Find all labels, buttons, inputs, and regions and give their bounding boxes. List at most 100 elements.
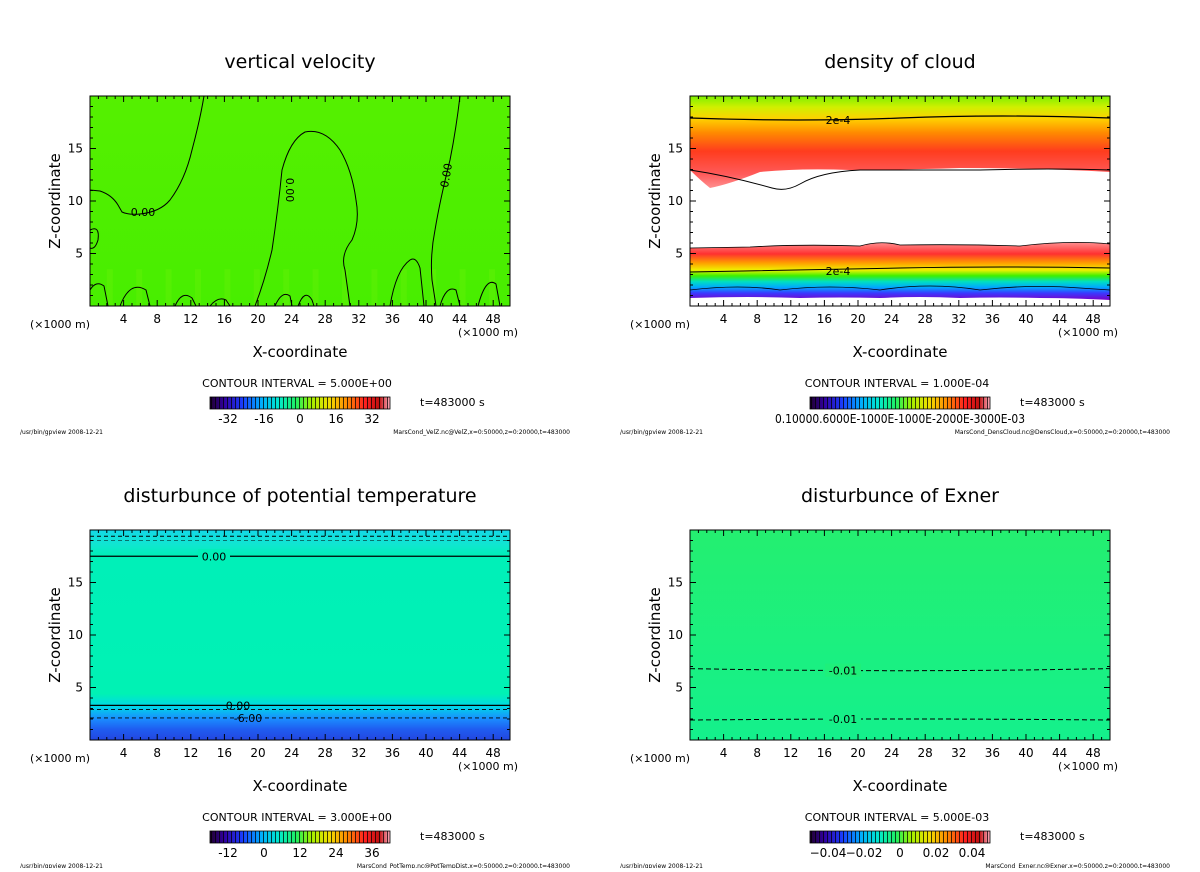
contour-line bbox=[689, 285, 1111, 291]
x-tick-label: 8 bbox=[153, 746, 161, 760]
x-tick-label: 8 bbox=[753, 312, 761, 326]
colorbar-tick-label: −0.02 bbox=[846, 846, 883, 860]
label-mask bbox=[825, 712, 861, 725]
x-tick-label: 36 bbox=[985, 746, 1000, 760]
contour-interval-text: CONTOUR INTERVAL = 5.000E-03 bbox=[805, 811, 989, 824]
y-tick-label: 10 bbox=[68, 628, 83, 642]
contour-line bbox=[430, 95, 461, 307]
cloud-upper bbox=[690, 96, 1110, 188]
colorbar-tick-label: -12 bbox=[218, 846, 238, 860]
x-tick-label: 8 bbox=[153, 312, 161, 326]
time-label: t=483000 s bbox=[420, 830, 485, 843]
x-tick-label: 44 bbox=[1052, 312, 1067, 326]
velocity-streak bbox=[253, 269, 260, 306]
x-tick-label: 20 bbox=[850, 746, 865, 760]
z-unit-label: (×1000 m) bbox=[458, 760, 518, 773]
contour-label: 0.00 bbox=[131, 206, 156, 219]
contour-label: -0.01 bbox=[829, 665, 857, 678]
x-unit-label: (×1000 m) bbox=[30, 318, 90, 331]
chart-title: disturbunce of Exner bbox=[801, 485, 999, 507]
x-tick-label: 28 bbox=[918, 746, 933, 760]
x-tick-label: 36 bbox=[985, 312, 1000, 326]
panel-3: disturbunce of potential temperature 0.00… bbox=[20, 485, 570, 870]
velocity-streak bbox=[312, 269, 319, 306]
x-unit-label: (×1000 m) bbox=[630, 752, 690, 765]
velocity-streak bbox=[224, 269, 231, 306]
x-axis-label: X-coordinate bbox=[253, 343, 348, 361]
x-axis-label: X-coordinate bbox=[853, 343, 948, 361]
contour-line bbox=[439, 288, 461, 307]
contour-line bbox=[297, 294, 315, 307]
contour-line bbox=[89, 283, 109, 307]
y-tick-label: 10 bbox=[668, 194, 683, 208]
footer-right: MarsCond_DensCloud.nc@DensCloud,x=0:5000… bbox=[955, 429, 1170, 436]
contour-label: -6.00 bbox=[234, 712, 262, 725]
velocity-streak bbox=[459, 269, 466, 306]
y-axis-label: Z-coordinate bbox=[646, 587, 664, 682]
y-tick-label: 15 bbox=[68, 576, 83, 590]
cloud-lower-edge bbox=[689, 242, 1111, 249]
panel-4: disturbunce of Exner-0.01-0.014 8 12 16 20 24… bbox=[620, 485, 1170, 870]
colorbar-tick-label: 0 bbox=[296, 412, 304, 426]
y-tick-label: 10 bbox=[68, 194, 83, 208]
contour-label: 0.00 bbox=[226, 699, 251, 712]
x-tick-label: 28 bbox=[318, 312, 333, 326]
footer-right: MarsCond_PotTemp.nc@PotTempDist,x=0:5000… bbox=[357, 863, 570, 868]
contour-line bbox=[389, 258, 425, 307]
x-tick-label: 44 bbox=[1052, 746, 1067, 760]
contour-label: 2e-4 bbox=[826, 114, 851, 127]
colorbar-tick-label: 0 bbox=[260, 846, 268, 860]
y-axis-label: Z-coordinate bbox=[46, 587, 64, 682]
colorbar-tick-label: 36 bbox=[364, 846, 379, 860]
footer-left: /usr/bin/gpview 2008-12-21 bbox=[620, 863, 703, 868]
x-tick-label: 4 bbox=[720, 312, 728, 326]
footer-right: MarsCond_Exner.nc@Exner,x=0:50000,z=0:20… bbox=[985, 863, 1170, 868]
velocity-streak bbox=[342, 269, 348, 306]
velocity-streak bbox=[283, 269, 290, 306]
velocity-streak bbox=[165, 269, 172, 306]
z-unit-label: (×1000 m) bbox=[1058, 326, 1118, 339]
label-mask bbox=[198, 549, 230, 562]
x-tick-label: 28 bbox=[318, 746, 333, 760]
contour-line bbox=[274, 293, 293, 307]
colorbar-stripes bbox=[210, 831, 390, 843]
x-tick-label: 20 bbox=[250, 746, 265, 760]
colorbar-tick-label: 16 bbox=[328, 412, 343, 426]
velocity-streak bbox=[106, 269, 113, 306]
x-tick-label: 36 bbox=[385, 312, 400, 326]
x-tick-label: 16 bbox=[217, 312, 232, 326]
footer-right: MarsCond_VelZ.nc@VelZ,x=0:50000,z=0:2000… bbox=[393, 429, 570, 436]
y-tick-label: 5 bbox=[75, 247, 83, 261]
x-tick-label: 20 bbox=[850, 312, 865, 326]
contour-label: 2e-4 bbox=[826, 265, 851, 278]
footer-left: /usr/bin/gpview 2008-12-21 bbox=[20, 863, 103, 868]
contour-interval-text: CONTOUR INTERVAL = 5.000E+00 bbox=[202, 377, 392, 390]
colorbar-frame bbox=[809, 830, 991, 844]
chart-title: vertical velocity bbox=[224, 51, 375, 73]
x-tick-label: 36 bbox=[385, 746, 400, 760]
y-tick-label: 10 bbox=[668, 628, 683, 642]
colorbar-tick-label: 0.02 bbox=[923, 846, 950, 860]
contour-line bbox=[254, 130, 358, 307]
x-tick-label: 48 bbox=[486, 746, 501, 760]
colorbar-frame bbox=[209, 830, 391, 844]
time-label: t=483000 s bbox=[420, 396, 485, 409]
y-tick-label: 5 bbox=[675, 247, 683, 261]
x-tick-label: 48 bbox=[1086, 312, 1101, 326]
x-tick-label: 40 bbox=[418, 746, 433, 760]
x-axis-label: X-coordinate bbox=[253, 777, 348, 795]
x-tick-label: 24 bbox=[884, 312, 899, 326]
contour-line bbox=[119, 286, 151, 307]
x-tick-label: 12 bbox=[183, 746, 198, 760]
contour-line bbox=[89, 228, 99, 249]
x-tick-label: 16 bbox=[217, 746, 232, 760]
colorbar-tick-label: 12 bbox=[292, 846, 307, 860]
y-axis-label: Z-coordinate bbox=[646, 153, 664, 248]
cloud-upper-edge bbox=[689, 168, 1111, 190]
x-tick-label: 48 bbox=[1086, 746, 1101, 760]
x-tick-label: 24 bbox=[284, 746, 299, 760]
x-tick-label: 32 bbox=[951, 746, 966, 760]
